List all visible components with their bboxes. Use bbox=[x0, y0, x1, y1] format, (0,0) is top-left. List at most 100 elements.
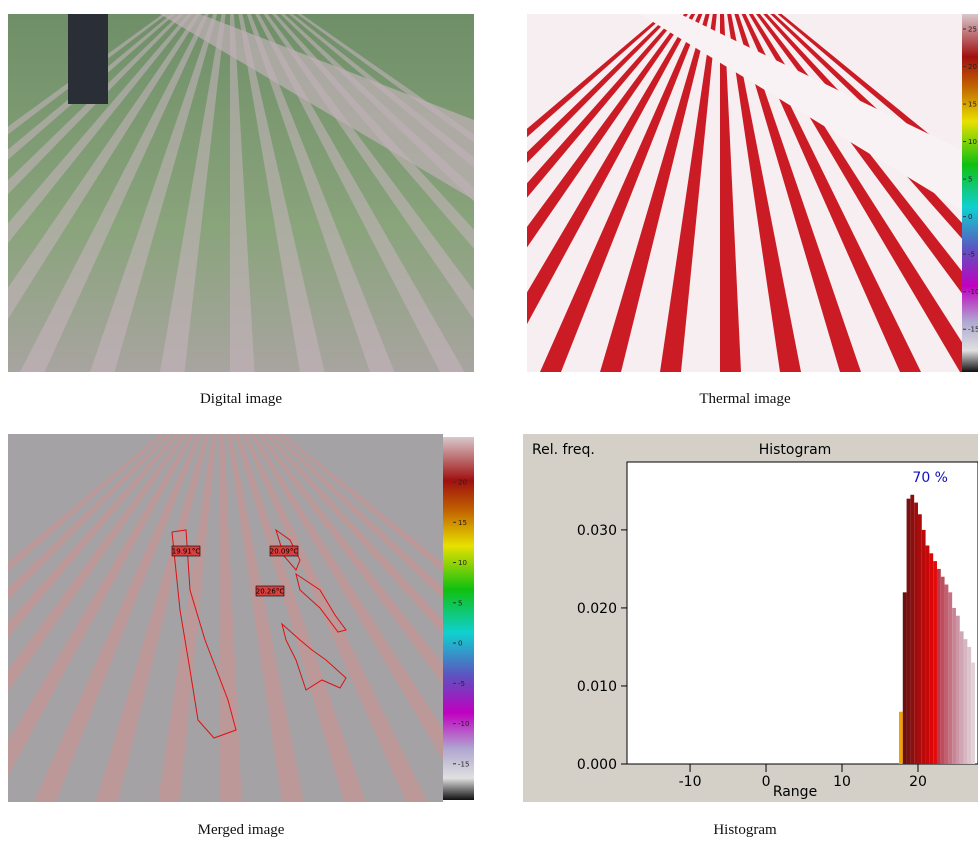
annotation: 70 % bbox=[912, 470, 948, 486]
colorbar-label: -10 bbox=[968, 288, 978, 296]
digital-image bbox=[8, 14, 474, 372]
region-outline bbox=[171, 529, 237, 739]
colorbar-label: -5 bbox=[458, 680, 465, 688]
bar bbox=[963, 639, 968, 764]
thermal-colorbar bbox=[962, 14, 978, 372]
bar bbox=[917, 514, 922, 764]
caption: Histogram bbox=[713, 822, 777, 838]
merged-image bbox=[8, 434, 443, 802]
stripe bbox=[96, 434, 210, 802]
bar bbox=[944, 584, 949, 764]
bar bbox=[933, 561, 937, 764]
stripe bbox=[727, 14, 801, 372]
bar bbox=[940, 576, 945, 764]
stripe bbox=[8, 14, 184, 195]
caption: Thermal image bbox=[699, 391, 791, 407]
stripe bbox=[246, 14, 395, 372]
stripe bbox=[540, 14, 703, 372]
bar bbox=[936, 568, 941, 764]
bar bbox=[955, 615, 960, 764]
stripe bbox=[257, 434, 443, 685]
stripe bbox=[8, 14, 201, 319]
chart-title: Histogram bbox=[759, 442, 832, 458]
colorbar-label: 15 bbox=[968, 101, 977, 109]
caption: Merged image bbox=[198, 822, 285, 838]
stripe bbox=[160, 14, 226, 372]
colorbar-label: 0 bbox=[458, 640, 462, 648]
bar bbox=[898, 711, 903, 764]
stripe bbox=[527, 14, 688, 248]
stripe bbox=[279, 434, 443, 572]
x-tick-label: 20 bbox=[909, 774, 927, 790]
colorbar-label: 0 bbox=[968, 213, 972, 221]
colorbar-label: 10 bbox=[968, 138, 977, 146]
stripe bbox=[255, 14, 465, 372]
label-text: 20.09°C bbox=[270, 548, 299, 556]
bar bbox=[971, 662, 975, 764]
colorbar-label: 5 bbox=[458, 599, 462, 607]
stripe bbox=[8, 434, 180, 638]
y-tick-label: 0.010 bbox=[577, 679, 617, 695]
x-tick-label: 10 bbox=[833, 774, 851, 790]
colorbar-label: 20 bbox=[968, 63, 977, 71]
stripe bbox=[763, 14, 962, 239]
stripe bbox=[734, 14, 861, 372]
stripe bbox=[230, 14, 255, 372]
stripe bbox=[660, 14, 717, 372]
stripe bbox=[249, 434, 443, 760]
stripe bbox=[297, 14, 474, 143]
stripe bbox=[741, 14, 921, 372]
stripe bbox=[90, 14, 218, 372]
stripe bbox=[600, 14, 710, 372]
y-tick-label: 0.030 bbox=[577, 523, 617, 539]
bar bbox=[948, 592, 953, 764]
stripe bbox=[238, 14, 325, 372]
bar bbox=[929, 553, 934, 764]
bar bbox=[921, 529, 926, 764]
stripe bbox=[8, 14, 176, 160]
thermal-image bbox=[527, 14, 962, 372]
stripe bbox=[20, 14, 209, 372]
x-tick-label: 0 bbox=[762, 774, 771, 790]
bar bbox=[902, 592, 907, 764]
bar bbox=[914, 502, 918, 764]
label-text: 20.26°C bbox=[256, 588, 285, 596]
colorbar-label: 15 bbox=[458, 519, 467, 527]
stripe bbox=[8, 434, 172, 600]
caption: Digital image bbox=[200, 391, 282, 407]
bar bbox=[967, 646, 972, 764]
colorbar-label: 20 bbox=[458, 479, 467, 487]
bar bbox=[959, 631, 964, 764]
stripe bbox=[272, 434, 443, 599]
colorbar-label: -5 bbox=[968, 251, 975, 259]
stripe bbox=[8, 434, 195, 776]
colorbar-label: -15 bbox=[968, 326, 978, 334]
merged-colorbar bbox=[443, 437, 474, 800]
merged-label: 19.91°C 20.09°C 20.26°C bbox=[171, 545, 299, 597]
stripe bbox=[527, 14, 696, 325]
y-tick-label: 0.000 bbox=[577, 757, 617, 773]
label-text: 19.91°C bbox=[172, 548, 201, 556]
y-axis-label: Rel. freq. bbox=[532, 442, 595, 458]
bar bbox=[952, 607, 956, 764]
x-tick-label: -10 bbox=[679, 774, 702, 790]
stripe bbox=[220, 434, 242, 802]
colorbar-label: -15 bbox=[458, 760, 469, 768]
stripe bbox=[8, 14, 192, 244]
bar bbox=[910, 494, 915, 764]
stripe bbox=[264, 434, 443, 635]
y-tick-label: 0.020 bbox=[577, 601, 617, 617]
stripe bbox=[8, 434, 187, 692]
stripe bbox=[720, 14, 741, 372]
stripe bbox=[234, 434, 366, 802]
stripe bbox=[242, 434, 428, 802]
stripe bbox=[158, 434, 217, 802]
bar bbox=[906, 498, 911, 764]
stripe bbox=[227, 434, 304, 802]
colorbar-label: 10 bbox=[458, 559, 467, 567]
stripe bbox=[527, 14, 667, 138]
stripe bbox=[527, 14, 674, 163]
stripe bbox=[8, 434, 165, 572]
